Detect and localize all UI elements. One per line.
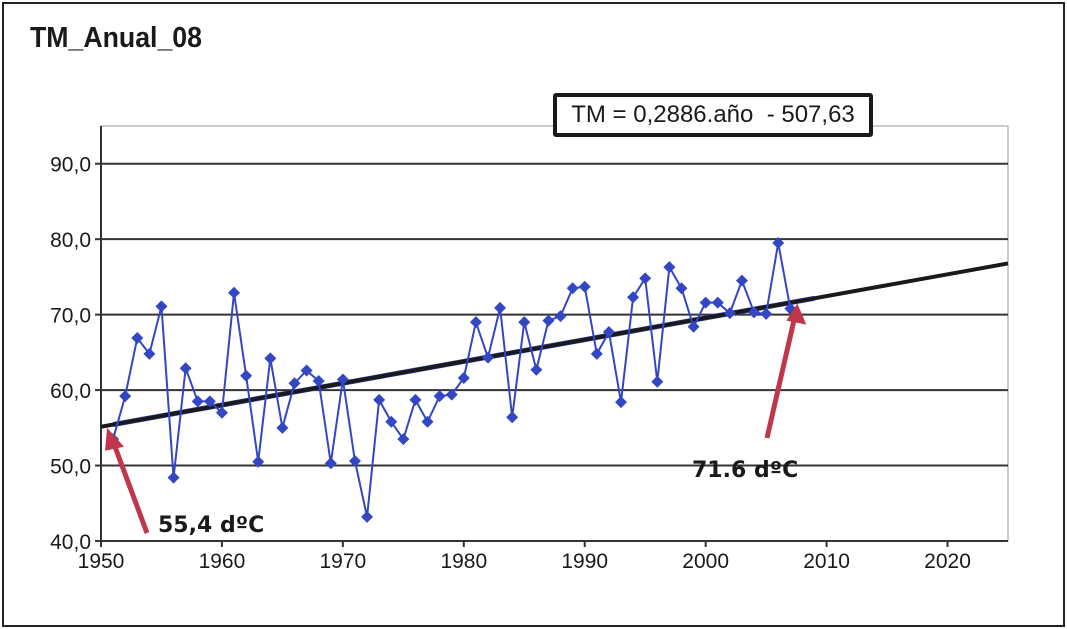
- data-point: [373, 393, 386, 406]
- data-point: [300, 364, 313, 377]
- data-point: [288, 377, 301, 390]
- data-point: [348, 455, 361, 468]
- data-point: [748, 306, 761, 319]
- y-tick-label: 90,0: [50, 154, 91, 177]
- data-point: [542, 314, 555, 327]
- data-point: [433, 390, 446, 403]
- data-point: [627, 291, 640, 304]
- data-point: [687, 320, 700, 333]
- data-point: [711, 296, 724, 309]
- data-point: [494, 301, 507, 314]
- data-point: [203, 395, 216, 408]
- data-point: [361, 510, 374, 523]
- y-tick-label: 70,0: [50, 305, 91, 328]
- x-tick-label: 1950: [78, 550, 125, 573]
- data-point: [252, 455, 265, 468]
- data-point: [228, 286, 241, 299]
- data-point: [264, 352, 277, 365]
- chart-title: TM_Anual_08: [30, 22, 202, 54]
- arrowhead-icon: [786, 303, 807, 325]
- data-point: [735, 274, 748, 287]
- data-point: [760, 307, 773, 320]
- data-point: [772, 236, 785, 249]
- data-point: [191, 395, 204, 408]
- data-point: [445, 388, 458, 401]
- data-point: [179, 362, 192, 375]
- data-point: [506, 411, 519, 424]
- data-point: [530, 363, 543, 376]
- data-point: [143, 347, 156, 360]
- arrowhead-icon: [105, 427, 125, 451]
- plot-area: [100, 125, 1009, 542]
- data-point: [421, 415, 434, 428]
- y-tick-label: 60,0: [50, 380, 91, 403]
- data-point: [554, 310, 567, 323]
- data-point: [385, 415, 398, 428]
- data-point: [639, 272, 652, 285]
- data-point: [723, 307, 736, 320]
- data-point: [651, 375, 664, 388]
- annotation-label: 71.6 dºC: [692, 458, 798, 483]
- data-point: [469, 316, 482, 329]
- data-point: [590, 347, 603, 360]
- data-point: [155, 300, 168, 313]
- x-tick-label: 2020: [924, 550, 971, 573]
- data-point: [276, 421, 289, 434]
- data-point: [518, 316, 531, 329]
- y-tick-label: 80,0: [50, 229, 91, 252]
- data-point: [663, 261, 676, 274]
- data-point: [566, 282, 579, 295]
- data-point: [215, 406, 228, 419]
- data-point: [167, 471, 180, 484]
- data-point: [699, 296, 712, 309]
- data-point: [336, 373, 349, 386]
- data-point: [397, 433, 410, 446]
- trendline-equation: TM = 0,2886.año - 507,63: [553, 93, 873, 137]
- data-point: [602, 325, 615, 338]
- data-point: [675, 282, 688, 295]
- data-point: [615, 396, 628, 409]
- x-tick-label: 2010: [803, 550, 850, 573]
- y-tick-label: 50,0: [50, 456, 91, 479]
- data-point: [457, 372, 470, 385]
- data-point: [312, 375, 325, 388]
- data-point: [240, 369, 253, 382]
- x-tick-label: 1990: [561, 550, 608, 573]
- data-point: [578, 280, 591, 293]
- x-tick-label: 1960: [199, 550, 246, 573]
- trendline: [100, 261, 1009, 429]
- data-point: [131, 332, 144, 345]
- x-tick-label: 1970: [320, 550, 367, 573]
- data-point: [119, 390, 132, 403]
- annotation-arrow: [109, 437, 150, 534]
- x-tick-label: 2000: [682, 550, 729, 573]
- data-point: [409, 393, 422, 406]
- annotation-arrow: [764, 318, 797, 439]
- data-point: [481, 351, 494, 364]
- x-tick-label: 1980: [440, 550, 487, 573]
- data-point: [324, 457, 337, 470]
- y-tick-label: 40,0: [50, 531, 91, 554]
- annotation-label: 55,4 dºC: [158, 513, 264, 538]
